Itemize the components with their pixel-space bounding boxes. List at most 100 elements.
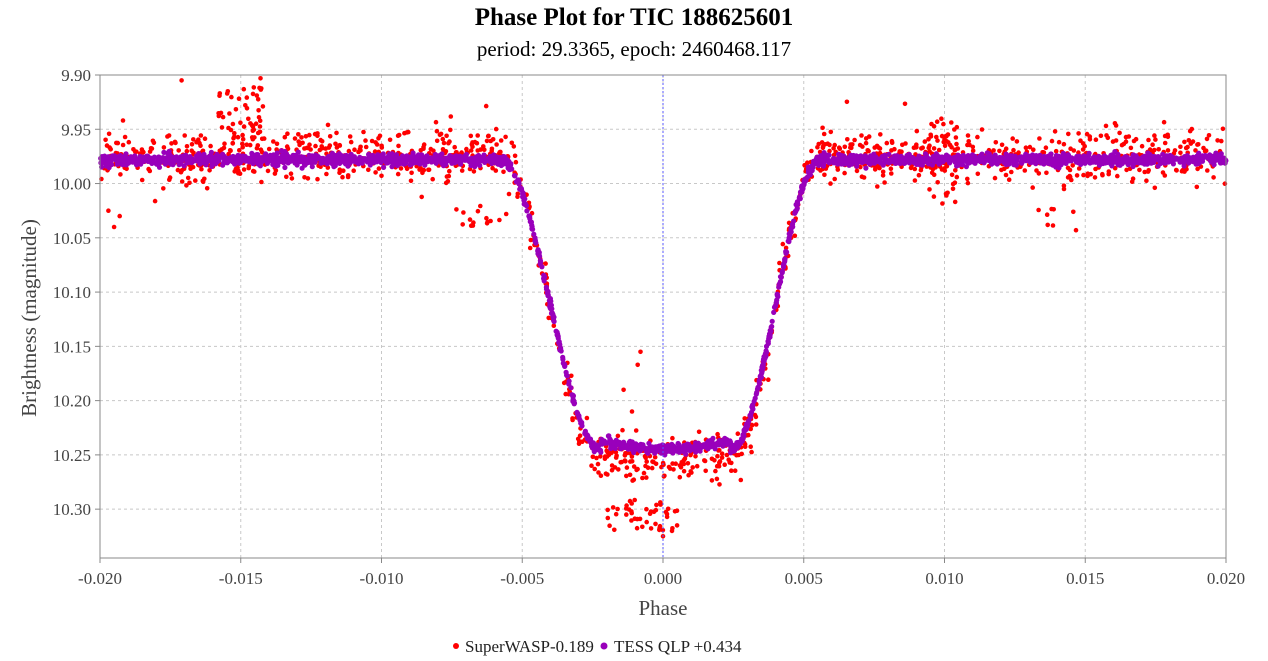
data-point — [809, 148, 814, 154]
data-point — [260, 104, 266, 109]
data-point — [953, 147, 958, 152]
data-point — [340, 155, 346, 161]
data-point — [249, 135, 255, 140]
data-point — [468, 133, 474, 139]
data-point — [777, 281, 783, 287]
data-point — [926, 157, 932, 163]
data-point — [219, 125, 225, 130]
data-point — [927, 187, 932, 192]
data-point — [1141, 153, 1148, 159]
data-point — [1144, 178, 1149, 183]
data-point — [605, 472, 610, 477]
data-point — [528, 237, 534, 243]
data-point — [975, 134, 980, 140]
data-point — [494, 142, 499, 147]
data-point — [1184, 153, 1190, 159]
data-point — [506, 191, 512, 197]
data-point — [492, 156, 498, 162]
data-point — [561, 380, 567, 386]
data-point — [796, 195, 802, 201]
data-point — [641, 470, 647, 476]
data-point — [204, 186, 210, 191]
data-point — [1142, 169, 1147, 175]
data-point — [288, 171, 294, 176]
data-point — [1180, 167, 1186, 173]
data-point — [749, 449, 754, 455]
data-point — [649, 465, 655, 471]
data-point — [769, 318, 775, 324]
data-point — [406, 129, 411, 135]
data-point — [167, 175, 173, 180]
data-point — [689, 470, 694, 475]
data-point — [527, 245, 533, 251]
data-point — [705, 440, 712, 447]
data-point — [178, 158, 185, 164]
data-point — [327, 134, 333, 139]
data-point — [665, 506, 671, 512]
x-tick-label: 0.000 — [644, 569, 682, 588]
data-point — [713, 441, 720, 447]
data-point — [610, 444, 616, 450]
data-point — [782, 257, 788, 263]
data-point — [246, 116, 251, 122]
data-point — [398, 166, 404, 171]
data-point — [805, 164, 812, 170]
data-point — [571, 398, 577, 404]
data-point — [550, 315, 557, 322]
data-point — [543, 284, 550, 290]
data-point — [229, 94, 234, 100]
data-point — [828, 181, 833, 186]
data-point — [426, 167, 432, 173]
data-point — [444, 133, 449, 139]
data-point — [1098, 133, 1104, 139]
chart-title: Phase Plot for TIC 188625601 — [474, 4, 794, 31]
data-point — [226, 151, 231, 157]
data-point — [235, 134, 241, 140]
data-point — [315, 176, 320, 182]
data-point — [530, 226, 536, 232]
data-point — [257, 85, 262, 91]
data-point — [1181, 163, 1187, 169]
data-point — [920, 155, 926, 161]
data-point — [333, 141, 338, 147]
data-point — [783, 248, 789, 255]
data-point — [166, 148, 172, 154]
data-point — [986, 157, 992, 163]
data-point — [136, 161, 142, 167]
data-point — [210, 161, 216, 167]
data-point — [992, 175, 998, 181]
data-point — [279, 153, 285, 159]
data-point — [652, 454, 658, 460]
data-point — [1186, 138, 1192, 143]
data-point — [437, 152, 443, 158]
data-point — [529, 222, 535, 228]
data-point — [240, 141, 245, 147]
data-point — [226, 158, 232, 164]
data-point — [450, 154, 456, 160]
data-point — [181, 163, 187, 169]
data-point — [319, 144, 325, 149]
data-point — [828, 129, 834, 135]
data-point — [265, 168, 271, 174]
data-point — [635, 516, 640, 522]
data-point — [482, 159, 488, 165]
data-point — [810, 164, 816, 170]
data-point — [221, 153, 227, 159]
data-point — [541, 275, 547, 282]
data-point — [130, 159, 136, 165]
data-point — [695, 440, 701, 446]
data-point — [802, 162, 807, 168]
data-point — [975, 171, 981, 177]
data-point — [1162, 140, 1168, 146]
data-point — [315, 131, 320, 136]
data-point — [1156, 147, 1161, 152]
data-point — [1128, 145, 1134, 151]
data-point — [513, 159, 519, 165]
data-point — [1067, 167, 1073, 173]
data-point — [980, 159, 987, 165]
data-point — [1152, 185, 1158, 191]
data-point — [1173, 155, 1179, 161]
data-point — [620, 442, 626, 448]
data-point — [845, 137, 850, 142]
x-tick-label: -0.005 — [500, 569, 544, 588]
